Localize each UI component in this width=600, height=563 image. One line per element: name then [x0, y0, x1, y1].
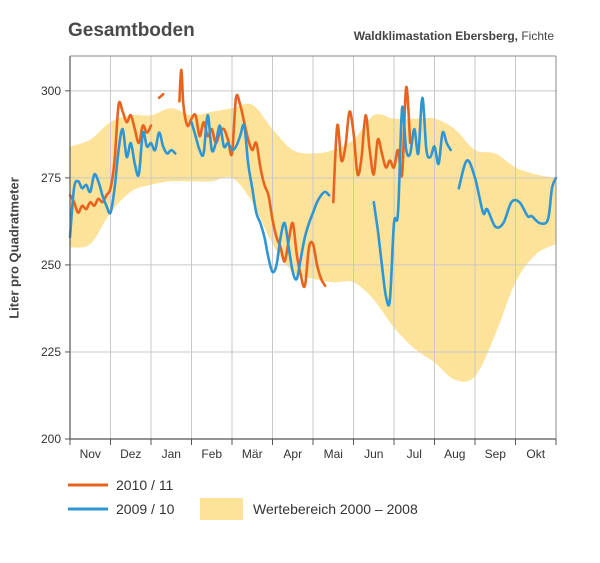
- y-tick-label: 250: [41, 258, 61, 272]
- chart-title: Gesamtboden: [68, 20, 195, 41]
- series-line-2009-10: [372, 96, 452, 307]
- x-tick-label: Okt: [526, 447, 545, 461]
- series-line-2009-10: [68, 127, 177, 239]
- series-line-2010-11: [332, 85, 412, 204]
- station-species: Fichte: [517, 29, 554, 43]
- series-line-2009-10: [190, 113, 331, 281]
- legend-label-2010: 2010 / 11: [116, 477, 174, 493]
- series-line-2010-11: [157, 93, 165, 100]
- legend-label-2009: 2009 / 10: [116, 501, 175, 517]
- station-label: Waldklimastation Ebersberg, Fichte: [354, 29, 554, 43]
- legend-swatch-band: [200, 498, 243, 520]
- x-tick-label: Dez: [120, 447, 141, 461]
- x-tick-label: Feb: [201, 447, 222, 461]
- series-line-2010-11: [178, 68, 327, 289]
- y-tick-label: 275: [41, 171, 61, 185]
- y-tick-label: 200: [41, 432, 61, 446]
- x-tick-label: Apr: [283, 447, 302, 461]
- series-line-2009-10: [457, 159, 558, 229]
- series-line-2010-11: [68, 100, 153, 214]
- x-tick-label: Aug: [444, 447, 465, 461]
- x-tick-label: Jan: [162, 447, 181, 461]
- x-tick-label: Mai: [324, 447, 343, 461]
- x-tick-label: Jun: [364, 447, 383, 461]
- x-tick-label: Nov: [80, 447, 101, 461]
- x-tick-label: Sep: [485, 447, 507, 461]
- x-tick-label: Mär: [242, 447, 263, 461]
- x-tick-label: Jul: [407, 447, 422, 461]
- y-tick-label: 300: [41, 84, 61, 98]
- station-name: Waldklimastation Ebersberg,: [353, 29, 518, 43]
- y-tick-label: 225: [41, 345, 61, 359]
- legend-label-band: Wertebereich 2000 – 2008: [253, 501, 418, 517]
